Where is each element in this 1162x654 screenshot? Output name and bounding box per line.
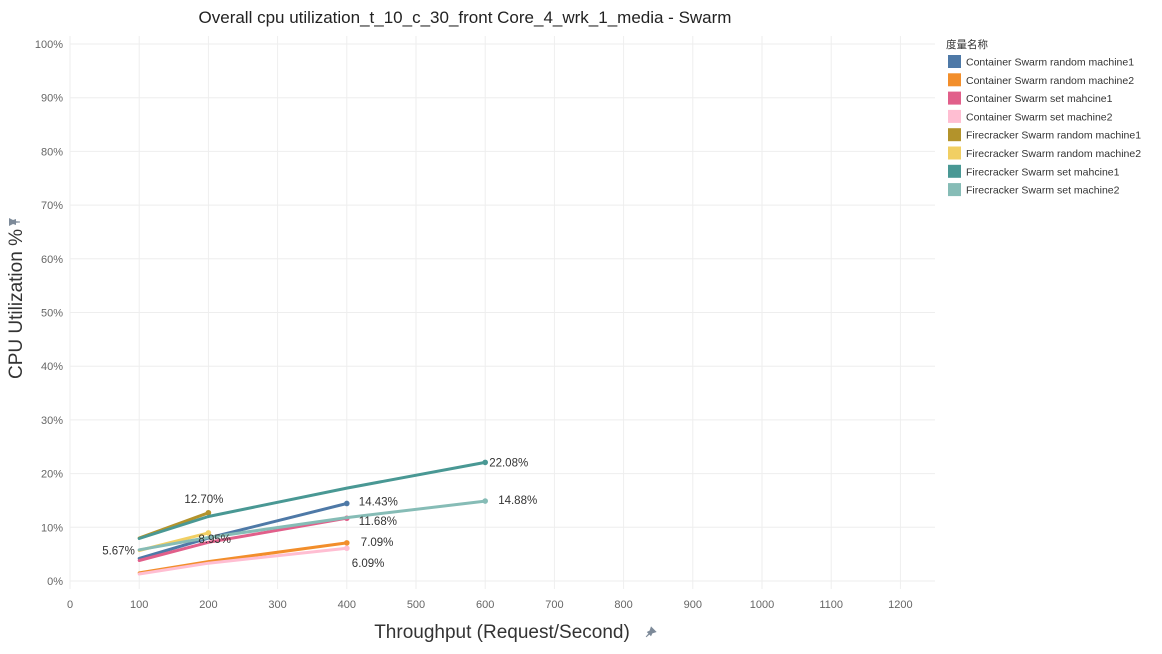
data-label: 11.68%	[359, 516, 397, 528]
legend: 度量名称 Container Swarm random machine1 Cont…	[946, 38, 1141, 197]
legend-item[interactable]: Firecracker Swarm random machine1	[948, 128, 1141, 142]
legend-swatch	[948, 164, 961, 178]
series-end-point	[205, 509, 212, 516]
legend-swatch	[948, 55, 961, 68]
series-firecracker-swarm-set-machine2	[137, 498, 489, 552]
y-tick-label: 50%	[41, 308, 63, 320]
series-firecracker-swarm-set-mahcine1	[137, 459, 489, 540]
data-label: 8.95%	[198, 534, 231, 546]
series-end-point	[344, 500, 350, 507]
data-label: 14.43%	[359, 496, 398, 508]
data-label: 22.08%	[489, 457, 528, 469]
legend-title: 度量名称	[946, 38, 988, 51]
series-line	[137, 546, 349, 576]
y-tick-label: 10%	[41, 522, 63, 534]
series-end-point	[344, 545, 350, 552]
legend-item[interactable]: Firecracker Swarm set mahcine1	[948, 164, 1120, 179]
x-tick-label: 600	[476, 599, 494, 611]
x-tick-label: 1000	[750, 599, 774, 611]
y-tick-label: 0%	[47, 576, 63, 588]
y-tick-label: 80%	[41, 146, 63, 158]
y-tick-label: 100%	[35, 39, 63, 51]
legend-swatch	[948, 109, 961, 123]
legend-item[interactable]: Firecracker Swarm set machine2	[948, 183, 1120, 197]
series-end-point	[482, 459, 489, 466]
legend-label: Firecracker Swarm random machine2	[966, 148, 1141, 160]
x-axis-title: Throughput (Request/Second)	[374, 622, 630, 643]
y-tick-label: 70%	[41, 200, 63, 212]
x-tick-label: 1200	[888, 599, 912, 611]
series-end-point	[205, 530, 212, 536]
y-tick-label: 40%	[41, 361, 63, 373]
x-tick-label: 1100	[819, 599, 843, 611]
x-tick-label: 0	[67, 599, 73, 611]
legend-item[interactable]: Container Swarm random machine2	[948, 73, 1134, 87]
data-label: 5.67%	[102, 546, 135, 558]
y-axis-pin-icon[interactable]	[9, 218, 20, 226]
legend-label: Container Swarm set mahcine1	[966, 93, 1113, 105]
x-tick-label: 300	[268, 599, 286, 611]
x-axis-pin-icon[interactable]	[643, 626, 657, 639]
legend-label: Container Swarm random machine1	[966, 57, 1134, 69]
x-tick-label: 200	[199, 599, 217, 611]
data-label: 6.09%	[352, 558, 385, 570]
series-container-swarm-set-machine2	[137, 545, 350, 576]
x-tick-label: 700	[545, 599, 563, 611]
x-tick-label: 100	[130, 599, 148, 611]
y-tick-label: 30%	[41, 415, 63, 427]
legend-label: Container Swarm random machine2	[966, 75, 1134, 87]
x-axis-ticks: 0 100 200 300 400 500 600 700 800 900 1000 1100 1200	[67, 599, 913, 611]
series-end-point	[344, 540, 350, 546]
chart-title: Overall cpu utilization_t_10_c_30_front …	[199, 8, 732, 27]
grid-lines	[69, 36, 935, 589]
x-tick-label: 400	[338, 599, 356, 611]
x-tick-label: 500	[407, 599, 425, 611]
series-lines	[137, 459, 489, 576]
legend-item[interactable]: Firecracker Swarm random machine2	[948, 146, 1141, 161]
series-line	[137, 499, 487, 552]
y-tick-label: 60%	[41, 254, 63, 266]
legend-swatch	[948, 73, 961, 87]
legend-swatch	[948, 183, 961, 197]
data-label: 14.88%	[498, 495, 537, 507]
legend-label: Firecracker Swarm random machine1	[966, 130, 1141, 142]
legend-item[interactable]: Container Swarm set mahcine1	[948, 91, 1113, 106]
x-tick-label: 900	[684, 599, 702, 611]
legend-swatch	[948, 91, 961, 105]
data-labels: 14.43% 7.09% 11.68% 6.09% 12.70% 5.67% 8.95% 22…	[102, 457, 537, 570]
legend-item[interactable]: Container Swarm random machine1	[948, 55, 1134, 69]
y-axis-title: CPU Utilization %	[6, 229, 27, 379]
series-line	[137, 516, 349, 562]
legend-label: Firecracker Swarm set mahcine1	[966, 166, 1120, 178]
data-label: 7.09%	[361, 537, 394, 549]
y-tick-label: 90%	[41, 93, 63, 105]
legend-swatch	[948, 128, 961, 142]
series-end-point	[482, 498, 489, 504]
y-axis-ticks: 0% 10% 20% 30% 40% 50% 60% 70% 80% 90% 100%	[35, 39, 63, 588]
legend-label: Firecracker Swarm set machine2	[966, 185, 1120, 197]
data-label: 12.70%	[184, 494, 223, 506]
x-tick-label: 800	[614, 599, 632, 611]
series-line	[137, 460, 487, 540]
legend-label: Container Swarm set machine2	[966, 111, 1113, 123]
legend-item[interactable]: Container Swarm set machine2	[948, 109, 1113, 124]
y-tick-label: 20%	[41, 469, 63, 481]
legend-swatch	[948, 146, 961, 160]
